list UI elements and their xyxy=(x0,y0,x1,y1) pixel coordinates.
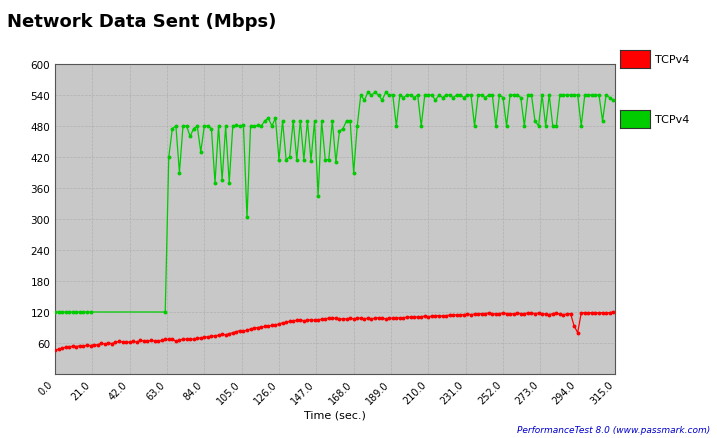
X-axis label: Time (sec.): Time (sec.) xyxy=(304,410,366,420)
Text: Network Data Sent (Mbps): Network Data Sent (Mbps) xyxy=(7,13,277,31)
Text: TCPv4: TCPv4 xyxy=(655,55,689,65)
Text: TCPv4: TCPv4 xyxy=(655,115,689,125)
Text: PerformanceTest 8.0 (www.passmark.com): PerformanceTest 8.0 (www.passmark.com) xyxy=(516,424,710,434)
